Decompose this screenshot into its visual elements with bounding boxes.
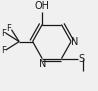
Text: S: S <box>79 54 85 64</box>
Text: N: N <box>39 59 46 69</box>
Text: F: F <box>1 29 6 38</box>
Text: N: N <box>71 37 78 47</box>
Text: OH: OH <box>35 1 50 11</box>
Text: F: F <box>1 46 6 55</box>
Text: F: F <box>6 24 11 33</box>
